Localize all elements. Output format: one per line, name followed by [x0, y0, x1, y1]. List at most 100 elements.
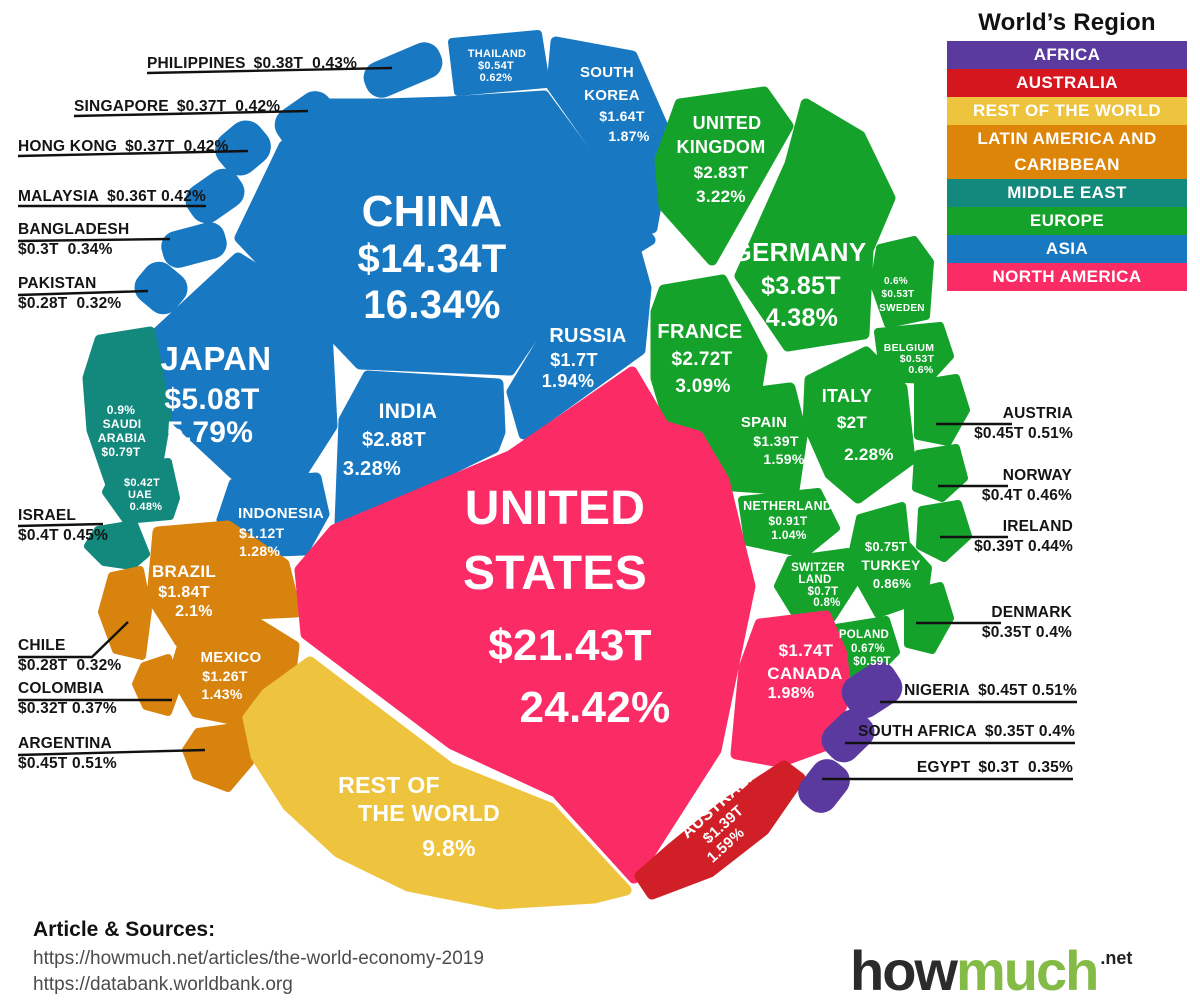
indonesia-share: 1.28%: [239, 543, 280, 559]
howmuch-logo: howmuch .net: [850, 926, 1132, 1003]
switzerland-share: 0.8%: [813, 597, 840, 609]
spain-share: 1.59%: [763, 451, 804, 467]
china-share: 16.34%: [363, 283, 500, 327]
switzerland-name1: SWITZER: [791, 562, 845, 574]
italy-value: $2T: [837, 413, 868, 432]
callout-singapore-name: SINGAPORE: [74, 98, 169, 115]
label-saudi-arabia: 0.9% SAUDI ARABIA $0.79T: [98, 403, 146, 459]
cell-south-africa: [821, 709, 875, 763]
label-poland: POLAND 0.67% $0.59T: [839, 629, 891, 668]
belgium-share: 0.6%: [908, 364, 933, 376]
callout-south-africa-name: SOUTH AFRICA: [857, 723, 977, 740]
france-name: FRANCE: [657, 321, 742, 343]
callout-ireland-name: IRELAND: [1002, 518, 1073, 535]
south-korea-share: 1.87%: [608, 128, 649, 144]
cell-israel: [84, 520, 150, 570]
uk-name1: UNITED: [693, 113, 762, 133]
callout-nigeria-value: $0.45T 0.51%: [978, 682, 1077, 699]
uk-share: 3.22%: [696, 187, 746, 206]
callout-denmark-value: $0.35T 0.4%: [981, 624, 1072, 641]
source-link-worldbank[interactable]: https://databank.worldbank.org: [33, 974, 293, 995]
callout-lines: [17, 66, 1077, 781]
japan-share: 5.79%: [167, 416, 254, 449]
callout-nigeria-name: NIGERIA: [904, 682, 971, 699]
callout-south-africa: SOUTH AFRICA $0.35T 0.4%: [858, 722, 1075, 742]
belgium-value: $0.53T: [900, 353, 935, 365]
cell-turkey: [846, 502, 932, 618]
india-value: $2.88T: [362, 429, 426, 451]
poland-value: $0.59T: [853, 656, 891, 668]
us-name2: STATES: [463, 547, 647, 600]
germany-share: 4.38%: [766, 304, 838, 332]
logo-much: much: [955, 939, 1099, 1002]
cell-australia: [634, 760, 806, 900]
legend-item-europe: EUROPE: [947, 207, 1187, 235]
label-south-korea: SOUTH KOREA $1.64T 1.87%: [580, 64, 650, 144]
callout-line-bangladesh: [17, 237, 171, 243]
callout-hong-kong-value: $0.37T 0.42%: [125, 138, 229, 155]
callout-austria-value: $0.45T 0.51%: [974, 425, 1073, 442]
cell-austria: [914, 374, 970, 446]
callout-chile: CHILE $0.28T 0.32%: [18, 636, 121, 676]
turkey-value: $0.75T: [865, 539, 907, 554]
callout-hong-kong: HONG KONG $0.37T 0.42%: [18, 137, 229, 157]
callout-nigeria: NIGERIA $0.45T 0.51%: [904, 681, 1077, 701]
belgium-name: BELGIUM: [884, 342, 935, 354]
india-name: INDIA: [379, 400, 438, 423]
callout-norway-name: NORWAY: [1002, 467, 1072, 484]
cell-india: [334, 370, 506, 530]
callout-chile-name: CHILE: [18, 637, 66, 654]
callout-pakistan-value: $0.28T 0.32%: [18, 295, 122, 312]
saudi-name2: ARABIA: [98, 431, 146, 445]
india-share: 3.28%: [343, 458, 401, 480]
callout-argentina: ARGENTINA $0.45T 0.51%: [18, 734, 117, 774]
thailand-value: $0.54T: [478, 60, 514, 72]
label-mexico: MEXICO $1.26T 1.43%: [201, 649, 262, 702]
callout-bangladesh-value: $0.3T 0.34%: [18, 241, 113, 258]
callout-line-singapore: [73, 109, 309, 118]
legend-item-middle-east: MIDDLE EAST: [947, 179, 1187, 207]
russia-name: RUSSIA: [549, 325, 626, 347]
label-netherlands: NETHERLANDS $0.91T 1.04%: [743, 499, 841, 542]
source-link-article[interactable]: https://howmuch.net/articles/the-world-e…: [33, 948, 484, 969]
callout-hong-kong-name: HONG KONG: [18, 138, 118, 155]
callout-ireland-value: $0.39T 0.44%: [974, 538, 1073, 555]
brazil-share: 2.1%: [175, 603, 213, 620]
cell-united-states: [294, 366, 756, 884]
poland-name: POLAND: [839, 629, 889, 641]
uae-share: 0.48%: [130, 501, 163, 513]
cell-denmark: [904, 582, 954, 654]
label-united-kingdom: UNITED KINGDOM $2.83T 3.22%: [676, 113, 765, 206]
callout-malaysia: MALAYSIA $0.36T 0.42%: [18, 187, 206, 207]
legend-item-latin-america: LATIN AMERICA AND CARIBBEAN: [947, 125, 1187, 179]
uae-value: $0.42T: [124, 477, 160, 489]
row-name1: REST OF: [338, 772, 440, 798]
callout-singapore-value: $0.37T 0.42%: [176, 98, 281, 115]
south-korea-value: $1.64T: [599, 108, 645, 124]
mexico-share: 1.43%: [201, 686, 242, 702]
legend-item-asia: ASIA: [947, 235, 1187, 263]
cell-uae: [102, 458, 180, 524]
callout-line-israel: [17, 522, 104, 528]
cell-rest-of-world: [242, 656, 632, 910]
china-name: CHINA: [362, 187, 503, 236]
brazil-value: $1.84T: [158, 584, 210, 601]
netherlands-share: 1.04%: [771, 528, 807, 542]
indonesia-value: $1.12T: [239, 525, 285, 541]
uae-name: UAE: [128, 489, 152, 501]
cell-singapore: [274, 91, 338, 149]
canada-value: $1.74T: [779, 641, 834, 660]
callout-line-pakistan: [17, 289, 149, 297]
cell-hong-kong: [215, 120, 271, 176]
cell-united-kingdom: [654, 86, 794, 266]
callout-philippines-value: $0.38T 0.43%: [253, 55, 358, 72]
callout-line-philippines: [146, 66, 393, 75]
indonesia-name: INDONESIA: [238, 505, 324, 522]
callout-denmark: DENMARK $0.35T 0.4%: [982, 603, 1072, 643]
cell-labels: CHINA $14.34T 16.34% JAPAN $5.08T 5.79% …: [98, 48, 935, 866]
cell-argentina: [182, 722, 254, 792]
callout-chile-value: $0.28T 0.32%: [18, 657, 122, 674]
label-italy: ITALY $2T 2.28%: [822, 386, 894, 464]
netherlands-name: NETHERLANDS: [743, 499, 841, 513]
